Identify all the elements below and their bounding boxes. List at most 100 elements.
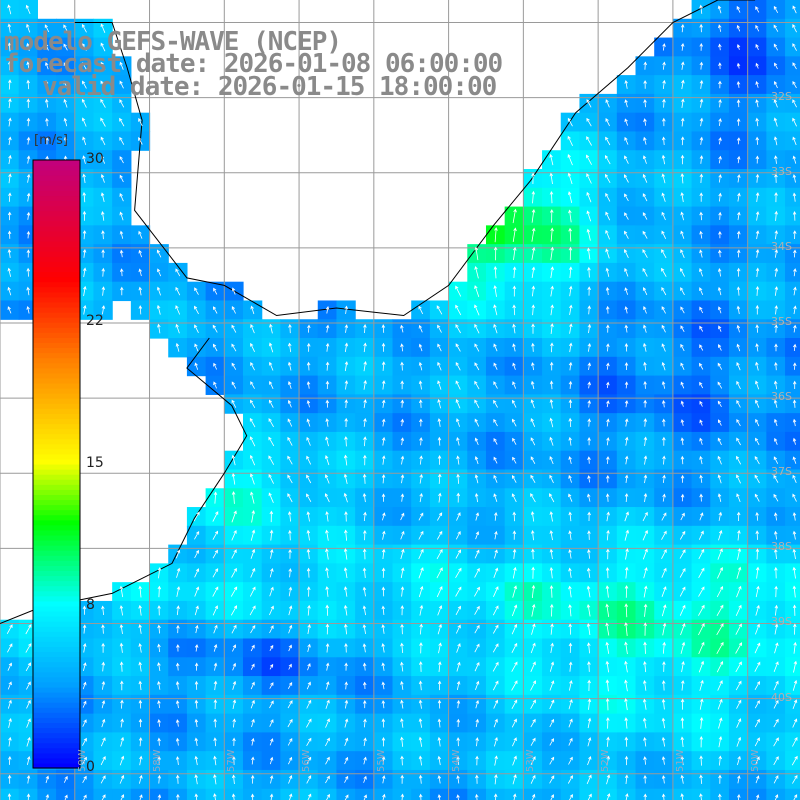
wind-arrow — [773, 399, 778, 408]
wind-arrow — [512, 266, 517, 279]
wind-arrow — [250, 362, 255, 371]
wind-arrow — [438, 492, 442, 503]
colorbar-segment — [33, 393, 80, 399]
colorbar-segment — [33, 524, 80, 531]
wind-cell-1296 — [785, 225, 800, 245]
wind-arrow — [755, 511, 759, 521]
wind-arrow — [755, 437, 760, 446]
lon-label: 54W — [450, 749, 462, 772]
colorbar-segment — [33, 686, 80, 693]
wind-arrow — [362, 662, 367, 671]
wind-arrow — [213, 699, 218, 710]
colorbar-segment — [33, 352, 80, 359]
colorbar-segment — [33, 403, 80, 409]
colorbar-segment — [33, 317, 80, 323]
wind-arrow — [568, 361, 573, 371]
wind-arrow — [792, 774, 798, 784]
wind-arrow — [194, 605, 199, 616]
wind-arrow — [755, 585, 760, 598]
wind-arrow — [643, 136, 647, 145]
wind-arrow — [157, 774, 162, 784]
wind-arrow — [400, 399, 405, 408]
wind-cell-523 — [373, 788, 394, 800]
wind-arrow — [755, 24, 760, 32]
wind-arrow — [661, 211, 666, 221]
wind-arrow — [287, 681, 293, 689]
wind-arrow — [344, 737, 349, 747]
wind-arrow — [268, 436, 275, 447]
wind-arrow — [400, 343, 404, 352]
wind-arrow — [176, 586, 181, 597]
wind-arrow — [642, 529, 648, 541]
wind-arrow — [119, 642, 124, 653]
wind-cell-1292 — [785, 150, 800, 170]
wind-arrow — [736, 305, 741, 315]
wind-arrow — [754, 680, 760, 690]
wind-arrow — [232, 755, 236, 765]
wind-arrow — [662, 61, 666, 70]
wind-arrow — [755, 324, 759, 333]
wind-arrow — [624, 493, 629, 503]
wind-arrow — [568, 342, 573, 353]
wind-arrow — [736, 99, 741, 108]
wind-arrow — [344, 511, 348, 522]
wind-arrow — [456, 473, 460, 484]
wind-arrow — [493, 323, 498, 334]
wind-arrow — [567, 117, 573, 127]
wind-arrow — [587, 418, 591, 427]
wind-arrow — [643, 736, 647, 747]
colorbar-segment — [33, 190, 80, 197]
wind-arrow — [531, 304, 535, 316]
wind-arrow — [586, 603, 591, 617]
wind-arrow — [44, 24, 50, 33]
wind-arrow — [699, 774, 703, 784]
wind-arrow — [605, 493, 610, 502]
colorbar — [32, 159, 81, 769]
wind-arrow — [661, 756, 666, 765]
wind-arrow — [269, 586, 274, 597]
wind-arrow — [624, 306, 628, 314]
wind-arrow — [44, 80, 49, 89]
wind-arrow — [586, 173, 592, 184]
wind-arrow — [120, 680, 124, 691]
wind-arrow — [307, 643, 311, 653]
wind-arrow — [400, 680, 404, 690]
wind-arrow — [662, 474, 666, 483]
wind-arrow — [419, 455, 423, 465]
wind-arrow — [175, 323, 180, 334]
wind-arrow — [735, 623, 742, 635]
wind-arrow — [82, 155, 86, 164]
colorbar-segment — [33, 722, 80, 729]
wind-cell-1289 — [785, 93, 800, 114]
wind-arrow — [643, 99, 647, 108]
wind-cell-793 — [542, 788, 562, 800]
wind-arrow — [175, 737, 180, 746]
wind-arrow — [494, 530, 498, 540]
wind-arrow — [119, 249, 124, 258]
wind-arrow — [774, 173, 778, 183]
wind-arrow — [512, 511, 517, 522]
wind-arrow — [7, 774, 12, 784]
wind-arrow — [736, 155, 741, 164]
wind-arrow — [568, 246, 573, 261]
wind-arrow — [494, 549, 498, 559]
wind-arrow — [643, 342, 647, 352]
wind-arrow — [268, 492, 274, 503]
wind-arrow — [176, 567, 181, 578]
wind-arrow — [25, 643, 32, 653]
wind-arrow — [474, 380, 480, 390]
wind-cell-1323 — [785, 732, 800, 752]
wind-arrow — [419, 642, 423, 654]
lat-label: 33S — [771, 164, 792, 178]
colorbar-segment — [33, 367, 80, 374]
wind-arrow — [400, 699, 404, 709]
colorbar-segment — [33, 210, 80, 217]
wind-arrow — [549, 603, 554, 617]
wind-arrow — [606, 324, 610, 333]
wind-arrow — [120, 736, 125, 747]
colorbar-segment — [33, 266, 80, 273]
wind-arrow — [642, 212, 648, 220]
wind-arrow — [549, 190, 554, 204]
wind-arrow — [230, 605, 237, 616]
